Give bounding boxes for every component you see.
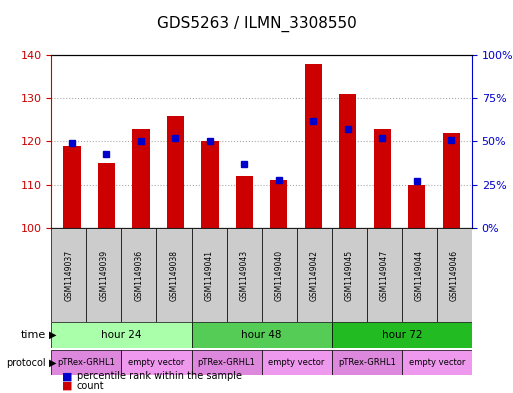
Text: GSM1149038: GSM1149038	[169, 250, 179, 301]
Text: empty vector: empty vector	[409, 358, 465, 367]
FancyBboxPatch shape	[86, 228, 122, 322]
FancyBboxPatch shape	[332, 350, 402, 375]
Bar	[443, 133, 460, 228]
Bar	[132, 129, 150, 228]
Text: pTRex-GRHL1: pTRex-GRHL1	[198, 358, 255, 367]
FancyBboxPatch shape	[51, 228, 86, 322]
FancyBboxPatch shape	[191, 350, 262, 375]
FancyBboxPatch shape	[297, 228, 332, 322]
Text: GSM1149037: GSM1149037	[64, 250, 73, 301]
Bar	[64, 146, 81, 228]
Text: GSM1149039: GSM1149039	[100, 250, 108, 301]
FancyBboxPatch shape	[191, 322, 332, 348]
Text: ▶: ▶	[49, 330, 56, 340]
Text: percentile rank within the sample: percentile rank within the sample	[77, 371, 242, 381]
Bar	[167, 116, 184, 228]
Text: hour 72: hour 72	[382, 330, 422, 340]
Text: GSM1149041: GSM1149041	[205, 250, 213, 301]
FancyBboxPatch shape	[402, 228, 437, 322]
Text: GSM1149040: GSM1149040	[274, 250, 284, 301]
FancyBboxPatch shape	[122, 350, 191, 375]
Text: count: count	[77, 381, 105, 391]
Bar	[270, 180, 287, 228]
Text: empty vector: empty vector	[128, 358, 185, 367]
Text: pTRex-GRHL1: pTRex-GRHL1	[57, 358, 115, 367]
FancyBboxPatch shape	[51, 350, 122, 375]
FancyBboxPatch shape	[332, 322, 472, 348]
Text: GSM1149045: GSM1149045	[345, 250, 354, 301]
Text: empty vector: empty vector	[268, 358, 325, 367]
Text: ▶: ▶	[49, 358, 56, 367]
Bar	[236, 176, 253, 228]
Bar	[408, 185, 425, 228]
FancyBboxPatch shape	[262, 228, 297, 322]
Text: GSM1149042: GSM1149042	[310, 250, 319, 301]
Text: GDS5263 / ILMN_3308550: GDS5263 / ILMN_3308550	[156, 16, 357, 32]
Text: GSM1149044: GSM1149044	[415, 250, 424, 301]
Text: protocol: protocol	[7, 358, 46, 367]
Text: time: time	[21, 330, 46, 340]
Bar	[373, 129, 391, 228]
Text: hour 48: hour 48	[242, 330, 282, 340]
FancyBboxPatch shape	[191, 228, 227, 322]
FancyBboxPatch shape	[156, 228, 191, 322]
Bar	[305, 64, 322, 228]
Bar	[339, 94, 357, 228]
FancyBboxPatch shape	[402, 350, 472, 375]
FancyBboxPatch shape	[51, 322, 191, 348]
FancyBboxPatch shape	[437, 228, 472, 322]
Bar	[98, 163, 115, 228]
Bar	[201, 141, 219, 228]
Text: pTRex-GRHL1: pTRex-GRHL1	[338, 358, 396, 367]
FancyBboxPatch shape	[122, 228, 156, 322]
FancyBboxPatch shape	[332, 228, 367, 322]
FancyBboxPatch shape	[227, 228, 262, 322]
Text: GSM1149046: GSM1149046	[450, 250, 459, 301]
Text: GSM1149036: GSM1149036	[134, 250, 144, 301]
FancyBboxPatch shape	[367, 228, 402, 322]
Text: hour 24: hour 24	[101, 330, 142, 340]
Text: ■: ■	[62, 371, 72, 381]
Text: GSM1149043: GSM1149043	[240, 250, 249, 301]
Text: GSM1149047: GSM1149047	[380, 250, 389, 301]
Text: ■: ■	[62, 381, 72, 391]
FancyBboxPatch shape	[262, 350, 332, 375]
